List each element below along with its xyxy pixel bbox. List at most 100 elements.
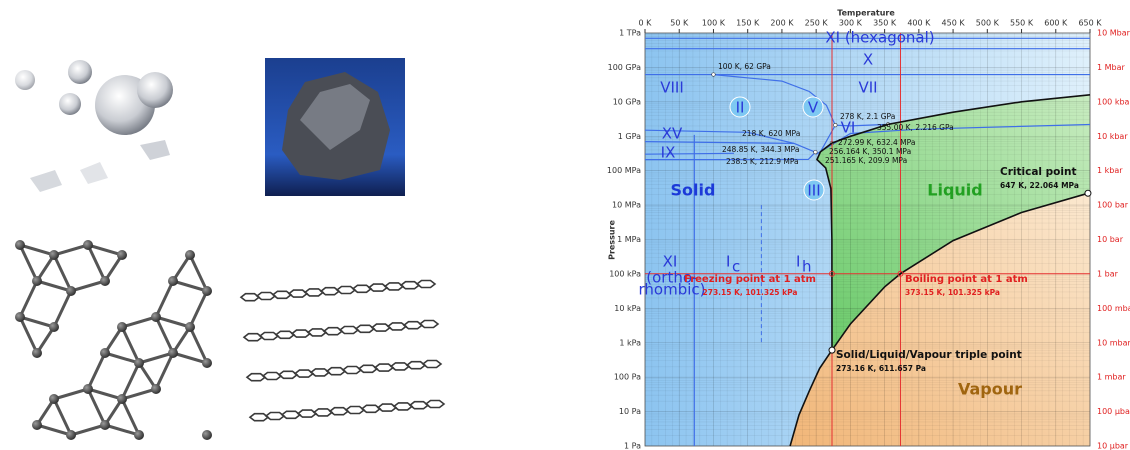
y2-tick-label: 1 Mbar (1097, 63, 1126, 72)
y-tick-label: 10 Pa (619, 407, 641, 416)
bond (156, 281, 173, 317)
y-tick-label: 1 GPa (618, 132, 641, 141)
phase-label: IX (661, 144, 676, 162)
bond (54, 245, 88, 255)
y-tick-label: 1 TPa (619, 29, 641, 38)
graphene-ring (356, 325, 374, 332)
atom (202, 286, 212, 296)
atom (168, 276, 178, 286)
bond (71, 281, 105, 291)
x-tick-label: 550 K (1010, 19, 1034, 28)
atom (117, 250, 127, 260)
graphene-ring (321, 288, 339, 295)
graphene-ring (324, 328, 342, 335)
point-label: 248.85 K, 344.3 MPa (722, 145, 799, 154)
region-label: Solid (671, 181, 716, 200)
graphene-ring (257, 293, 275, 300)
region-label: Vapour (958, 380, 1022, 399)
y2-tick-label: 10 kbar (1097, 132, 1128, 141)
graphene-ring (247, 374, 265, 381)
triple-point (829, 347, 835, 353)
phase-label: VI (841, 119, 856, 137)
atom (66, 286, 76, 296)
atom (151, 384, 161, 394)
phase-label: VIII (660, 79, 684, 97)
graphene-ring (391, 363, 409, 370)
graphene-ring (305, 289, 323, 296)
atom (32, 276, 42, 286)
page: {"diagram": { "x_title": "Temperature", … (0, 0, 1130, 450)
graphene-ring (378, 404, 396, 411)
x-tick-label: 600 K (1044, 19, 1068, 28)
y-tick-label: 10 GPa (613, 97, 641, 106)
atom (134, 358, 144, 368)
phase-label: II (736, 99, 745, 117)
point-label: 272.99 K, 632.4 MPa (838, 138, 915, 147)
x-axis-title: Temperature (837, 9, 895, 18)
critical-point-detail: 647 K, 22.064 MPa (1000, 181, 1079, 190)
graphene-ring (340, 327, 358, 334)
graphene-ring (394, 403, 412, 410)
graphene-ring (292, 330, 310, 337)
freezing-point-title: Freezing point at 1 atm (684, 274, 816, 285)
graphene-ring (337, 287, 355, 294)
point-label: 238.5 K, 212.9 MPa (726, 157, 799, 166)
y2-tick-label: 100 µbar (1097, 407, 1130, 416)
graphene-ring (266, 413, 284, 420)
y2-tick-label: 10 bar (1097, 235, 1124, 244)
x-tick-label: 150 K (736, 19, 760, 28)
atom (151, 312, 161, 322)
graphene-ring (289, 290, 307, 297)
screen: Temperature Pressure 0 K50 K100 K150 K20… (0, 0, 1130, 450)
graphene-ring (372, 324, 390, 331)
boiling-point-title: Boiling point at 1 atm (905, 274, 1028, 285)
x-tick-label: 0 K (639, 19, 653, 28)
atom (49, 322, 59, 332)
x-tick-label: 250 K (805, 19, 829, 28)
graphene-ring (359, 365, 377, 372)
bond (71, 425, 105, 435)
phase-point (814, 150, 818, 154)
y-axis-title: Pressure (608, 220, 617, 260)
x-tick-label: 650 K (1078, 19, 1102, 28)
graphene-ring (423, 361, 441, 368)
y-tick-label: 100 Pa (614, 373, 641, 382)
graphene-ring (346, 407, 364, 414)
graphene-ring (273, 291, 291, 298)
graphene-ring (244, 334, 262, 341)
graphene-ring (401, 282, 419, 289)
point-label: 256.164 K, 350.1 MPa (829, 147, 911, 156)
critical-point-title: Critical point (1000, 166, 1077, 178)
atom (32, 420, 42, 430)
atom (117, 394, 127, 404)
graphene-ring (260, 333, 278, 340)
graphene-ring (388, 323, 406, 330)
phase-point (712, 73, 716, 77)
graphene-ring (410, 402, 428, 409)
y-tick-label: 1 Pa (624, 442, 641, 450)
graphene-ring (330, 408, 348, 415)
graphene-ring (327, 368, 345, 375)
y2-tick-label: 100 bar (1097, 201, 1129, 210)
atom (15, 312, 25, 322)
atom (83, 240, 93, 250)
y2-tick-label: 1 bar (1097, 269, 1119, 278)
y2-tick-label: 100 kbar (1097, 97, 1130, 106)
atom (168, 348, 178, 358)
y2-tick-label: 10 Mbar (1097, 29, 1130, 38)
atom (66, 430, 76, 440)
graphene-ring (276, 331, 294, 338)
triple-point-title: Solid/Liquid/Vapour triple point (836, 349, 1022, 361)
y-tick-label: 100 MPa (607, 166, 641, 175)
point-label: 355.00 K, 2.216 GPa (877, 123, 954, 132)
bond (122, 317, 156, 327)
diamonds-photo (15, 60, 173, 192)
ice-subscript: h (802, 258, 812, 276)
ice-symbol: I (726, 253, 730, 271)
y-tick-label: 1 MPa (617, 235, 641, 244)
diamond-lattice (15, 240, 212, 440)
graphene-ring (353, 285, 371, 292)
atom (15, 240, 25, 250)
atom (202, 430, 212, 440)
